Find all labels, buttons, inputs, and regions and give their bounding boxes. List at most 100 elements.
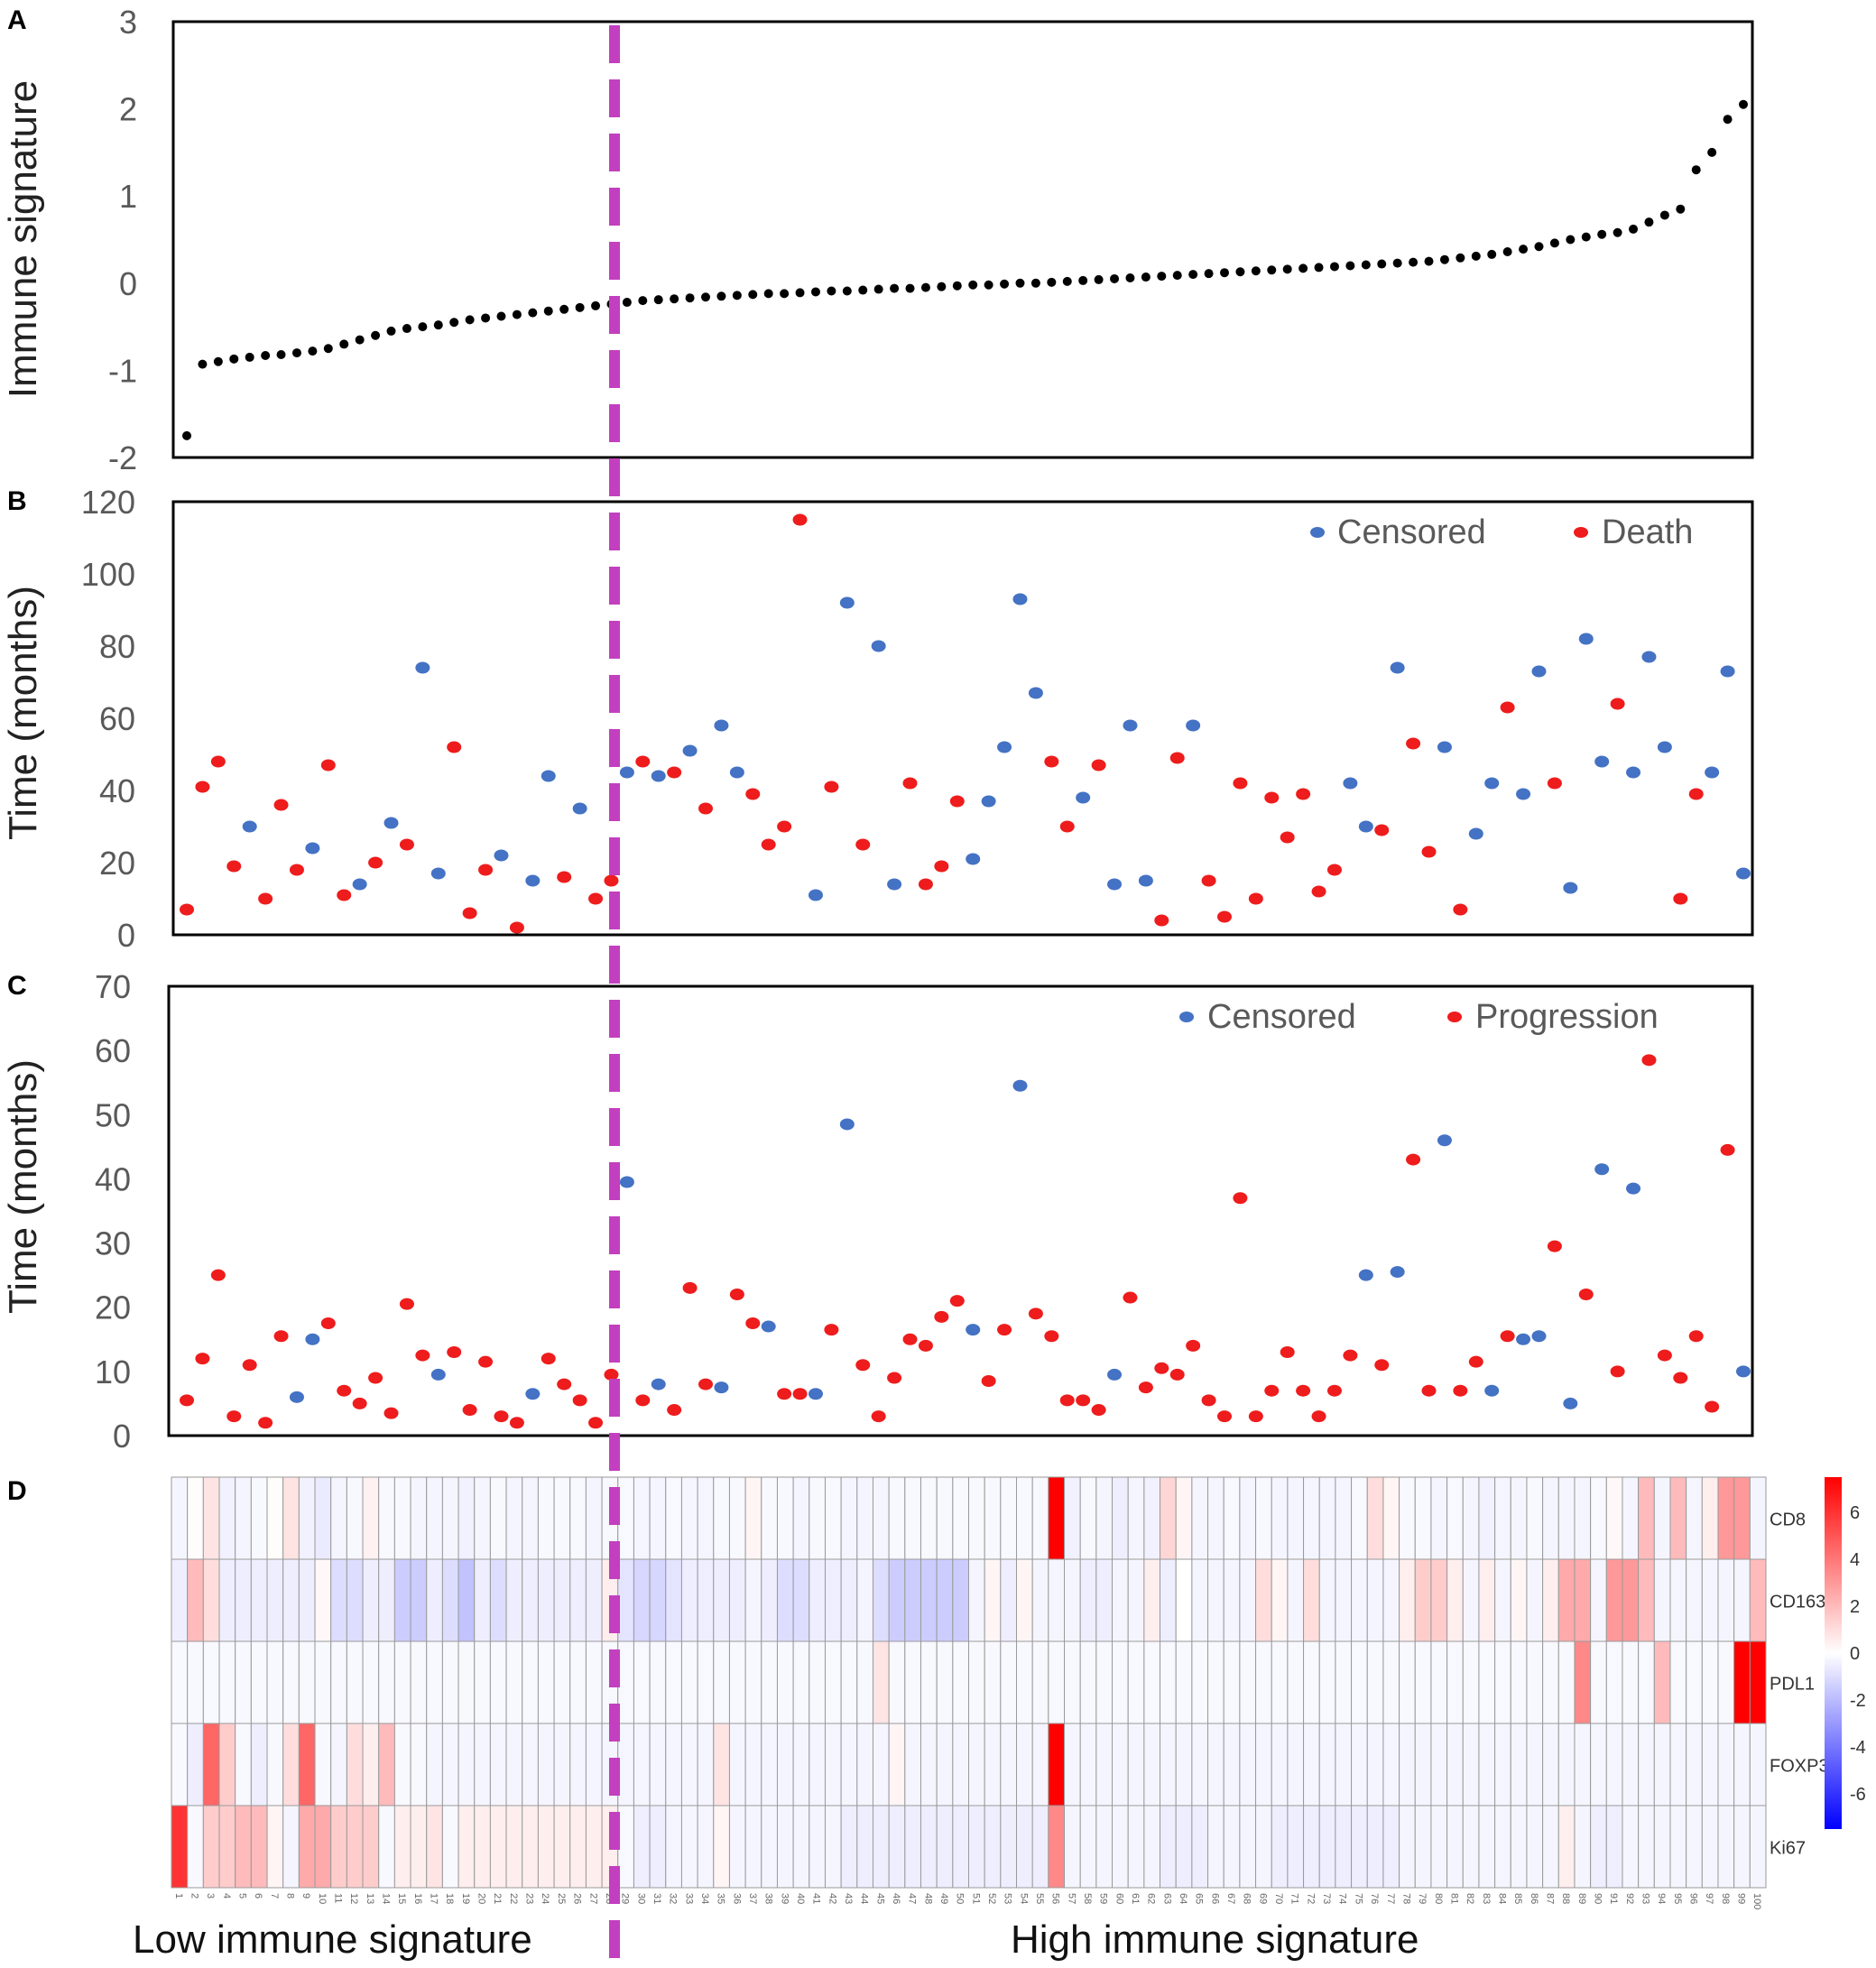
heatmap-cell bbox=[952, 1476, 969, 1560]
heatmap-column-label: 31 bbox=[652, 1893, 662, 1904]
data-point bbox=[1296, 788, 1311, 800]
data-point bbox=[1311, 1410, 1326, 1423]
heatmap-cell bbox=[1622, 1558, 1640, 1642]
data-point bbox=[591, 300, 601, 310]
heatmap-cell bbox=[984, 1558, 1002, 1642]
data-point bbox=[1047, 277, 1057, 287]
data-point bbox=[714, 719, 729, 732]
heatmap-cell bbox=[1399, 1558, 1416, 1642]
heatmap-cell bbox=[505, 1640, 523, 1724]
heatmap-cell bbox=[362, 1476, 380, 1560]
heatmap-cell bbox=[346, 1558, 364, 1642]
heatmap-cell bbox=[1255, 1723, 1272, 1806]
heatmap-cell bbox=[1191, 1723, 1209, 1806]
heatmap-column-label: 69 bbox=[1257, 1893, 1268, 1904]
heatmap-cell bbox=[1064, 1476, 1081, 1560]
heatmap-cell bbox=[202, 1476, 220, 1560]
ytick-label: 120 bbox=[81, 484, 135, 521]
data-point bbox=[226, 860, 242, 873]
data-point bbox=[635, 1394, 651, 1407]
heatmap-cell bbox=[1414, 1476, 1432, 1560]
ytick-label: 2 bbox=[119, 91, 137, 128]
heatmap-cell bbox=[1031, 1558, 1049, 1642]
data-point bbox=[714, 1381, 729, 1394]
data-point bbox=[1739, 99, 1748, 109]
data-point bbox=[966, 1324, 981, 1336]
heatmap-cell bbox=[824, 1640, 842, 1724]
data-point bbox=[902, 777, 918, 790]
heatmap-column-label: 12 bbox=[348, 1893, 359, 1904]
heatmap-cell bbox=[1048, 1805, 1066, 1889]
data-point bbox=[273, 1330, 289, 1343]
heatmap-cell bbox=[266, 1476, 284, 1560]
heatmap-cell bbox=[1462, 1558, 1480, 1642]
data-point bbox=[1154, 1362, 1169, 1374]
high-group-label: High immune signature bbox=[1011, 1917, 1419, 1962]
data-point bbox=[371, 330, 381, 340]
heatmap-cell bbox=[1669, 1723, 1687, 1806]
heatmap-cell bbox=[1079, 1558, 1097, 1642]
data-point bbox=[651, 770, 666, 782]
heatmap-cell bbox=[1557, 1476, 1576, 1560]
heatmap-cell bbox=[824, 1476, 842, 1560]
heatmap-cell bbox=[728, 1723, 746, 1806]
data-point bbox=[1169, 1368, 1185, 1381]
colorbar-tick-label: 2 bbox=[1850, 1597, 1860, 1617]
heatmap-cell bbox=[809, 1640, 826, 1724]
heatmap-cell bbox=[1127, 1805, 1145, 1889]
ytick-label: 40 bbox=[95, 1160, 131, 1197]
heatmap-cell bbox=[1701, 1805, 1719, 1889]
data-point bbox=[1280, 831, 1295, 844]
heatmap-cell bbox=[713, 1476, 730, 1560]
heatmap-cell bbox=[1574, 1723, 1592, 1806]
heatmap-cell bbox=[1542, 1476, 1559, 1560]
heatmap-cell bbox=[250, 1640, 268, 1724]
data-point bbox=[698, 802, 713, 815]
heatmap-cell bbox=[713, 1640, 730, 1724]
heatmap-cell bbox=[537, 1476, 555, 1560]
heatmap-cell bbox=[1574, 1640, 1592, 1724]
data-point bbox=[1409, 257, 1419, 267]
heatmap-cell bbox=[713, 1805, 730, 1889]
data-point bbox=[1059, 820, 1075, 833]
heatmap-cell bbox=[489, 1723, 507, 1806]
heatmap-cell bbox=[968, 1476, 985, 1560]
heatmap-column-label: 65 bbox=[1194, 1893, 1205, 1904]
heatmap-cell bbox=[1303, 1558, 1320, 1642]
data-point bbox=[368, 1372, 384, 1384]
heatmap-cell bbox=[920, 1805, 938, 1889]
heatmap-cell bbox=[1542, 1723, 1559, 1806]
heatmap-cell bbox=[474, 1476, 491, 1560]
heatmap-cell bbox=[1000, 1723, 1018, 1806]
data-point bbox=[1188, 270, 1198, 280]
heatmap-cell bbox=[393, 1476, 411, 1560]
heatmap-column-label: 5 bbox=[237, 1893, 248, 1899]
heatmap-cell bbox=[235, 1558, 252, 1642]
data-point bbox=[918, 878, 933, 891]
data-point bbox=[619, 766, 634, 779]
data-point bbox=[1125, 273, 1135, 283]
data-point bbox=[1233, 777, 1248, 790]
heatmap-cell bbox=[1430, 1558, 1448, 1642]
heatmap-cell bbox=[680, 1723, 698, 1806]
heatmap-cell bbox=[1335, 1476, 1353, 1560]
data-point bbox=[653, 295, 663, 305]
heatmap-cell bbox=[1622, 1805, 1640, 1889]
data-point bbox=[1110, 273, 1120, 283]
heatmap-cell bbox=[1112, 1640, 1129, 1724]
heatmap-cell bbox=[633, 1476, 651, 1560]
data-point bbox=[1594, 755, 1610, 768]
heatmap-cell bbox=[776, 1805, 794, 1889]
data-point bbox=[855, 838, 871, 851]
heatmap-cell bbox=[569, 1723, 587, 1806]
heatmap-cell bbox=[936, 1805, 954, 1889]
heatmap-column-label: 85 bbox=[1512, 1893, 1523, 1904]
heatmap-column-label: 91 bbox=[1608, 1893, 1619, 1904]
heatmap-cell bbox=[426, 1558, 443, 1642]
heatmap-column-label: 46 bbox=[891, 1893, 901, 1904]
data-point bbox=[308, 346, 318, 356]
heatmap-cell bbox=[984, 1723, 1002, 1806]
data-point bbox=[1296, 1384, 1311, 1397]
heatmap-cell bbox=[1574, 1805, 1592, 1889]
heatmap-cell bbox=[1223, 1558, 1241, 1642]
